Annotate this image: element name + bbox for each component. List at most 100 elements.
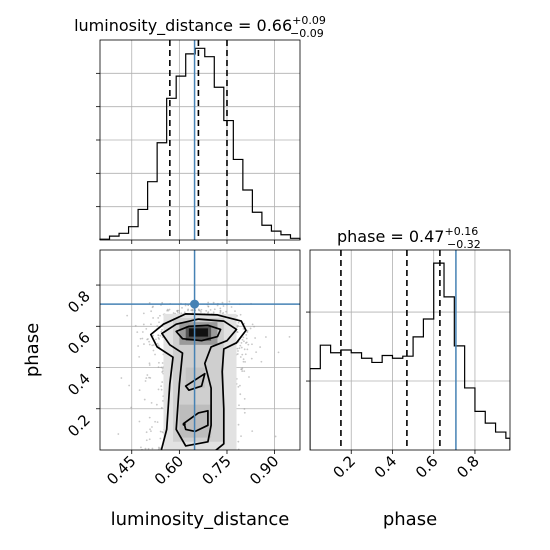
sample-point: [148, 301, 151, 304]
sample-point: [155, 338, 157, 341]
sample-point: [216, 304, 219, 307]
sample-point: [247, 343, 250, 346]
sample-point: [225, 310, 228, 313]
sample-point: [243, 348, 246, 351]
sample-point: [152, 344, 155, 346]
sample-point: [137, 345, 139, 347]
sample-point: [230, 306, 233, 308]
sample-point: [160, 366, 163, 369]
x-tick-label: 0.75: [198, 452, 234, 488]
sample-point: [161, 328, 163, 331]
sample-point: [244, 360, 247, 363]
sample-point: [237, 423, 240, 426]
x-tick-label: 0.8: [453, 452, 483, 482]
sample-point: [187, 308, 190, 311]
sample-point: [237, 350, 239, 352]
sample-point: [157, 388, 160, 391]
sample-point: [238, 404, 240, 407]
sample-point: [158, 321, 160, 324]
sample-point: [160, 330, 163, 333]
sample-point: [138, 355, 141, 358]
sample-point: [117, 433, 120, 435]
sample-point: [152, 349, 155, 352]
sample-point: [144, 447, 147, 450]
y-tick-label: 0.6: [64, 328, 94, 358]
sample-point: [240, 346, 243, 349]
sample-point: [241, 367, 244, 370]
phase-plot-area: [310, 250, 510, 450]
title-upper-error: +0.16: [444, 225, 478, 238]
sample-point: [243, 397, 246, 400]
phase-histogram-line: [310, 262, 510, 450]
y-tick-label: 0.4: [64, 370, 94, 400]
sample-point: [144, 380, 147, 382]
sample-point: [241, 353, 244, 356]
y-tick-label: 0.2: [64, 411, 94, 441]
title-main: phase = 0.47: [337, 227, 444, 246]
sample-point: [228, 300, 231, 303]
sample-point: [147, 338, 149, 340]
luminosity-distance-histogram-line: [99, 47, 301, 240]
sample-point: [139, 337, 142, 340]
sample-point: [160, 406, 163, 409]
sample-point: [181, 306, 183, 309]
sample-point: [159, 334, 162, 337]
sample-point: [212, 311, 215, 314]
contour-inner: [175, 324, 222, 342]
sample-point: [148, 416, 151, 419]
sample-point: [161, 362, 164, 364]
sample-point: [157, 334, 160, 337]
sample-point: [152, 305, 154, 308]
sample-point: [136, 331, 139, 334]
sample-point: [237, 385, 240, 388]
sample-point: [161, 301, 164, 304]
sample-point: [142, 312, 145, 315]
sample-point: [147, 447, 150, 450]
contour-low-island: [183, 409, 209, 433]
sample-point: [219, 311, 222, 314]
sample-point: [222, 305, 225, 307]
x-tick-label: 0.90: [246, 452, 282, 488]
sample-point: [167, 309, 170, 312]
sample-point: [234, 310, 236, 313]
sample-point: [207, 301, 210, 304]
sample-point: [168, 308, 171, 311]
sample-point: [146, 374, 149, 376]
sample-point: [134, 324, 137, 327]
sample-point: [245, 333, 248, 336]
sample-point: [120, 377, 123, 379]
sample-point: [200, 308, 203, 311]
sample-point: [205, 309, 208, 312]
sample-point: [243, 340, 245, 343]
sample-point: [156, 342, 159, 345]
sample-point: [251, 430, 254, 433]
sample-point: [155, 403, 158, 406]
sample-point: [288, 335, 291, 338]
sample-point: [241, 370, 244, 372]
sample-point: [238, 347, 241, 350]
sample-point: [130, 406, 133, 409]
sample-point: [177, 309, 180, 312]
sample-point: [207, 305, 210, 308]
sample-point: [251, 343, 253, 346]
sample-point: [158, 361, 160, 364]
sample-point: [162, 400, 164, 402]
sample-point: [172, 312, 175, 314]
sample-point: [246, 348, 249, 351]
sample-point: [148, 376, 150, 379]
sample-point: [149, 428, 151, 431]
sample-point: [141, 331, 144, 333]
phase-title: phase = 0.47+0.16: [337, 225, 478, 246]
sample-point: [148, 438, 151, 441]
sample-point: [239, 393, 242, 396]
title-upper-error: +0.09: [292, 14, 326, 27]
sample-point: [250, 357, 253, 360]
sample-point: [148, 364, 151, 366]
luminosity-distance-histogram-panel: luminosity_distance = 0.66+0.09−0.09: [74, 14, 326, 244]
sample-point: [240, 435, 242, 437]
sample-point: [240, 341, 243, 344]
sample-point: [148, 343, 151, 346]
sample-point: [152, 317, 154, 319]
sample-point: [176, 309, 179, 312]
sample-point: [200, 311, 202, 313]
